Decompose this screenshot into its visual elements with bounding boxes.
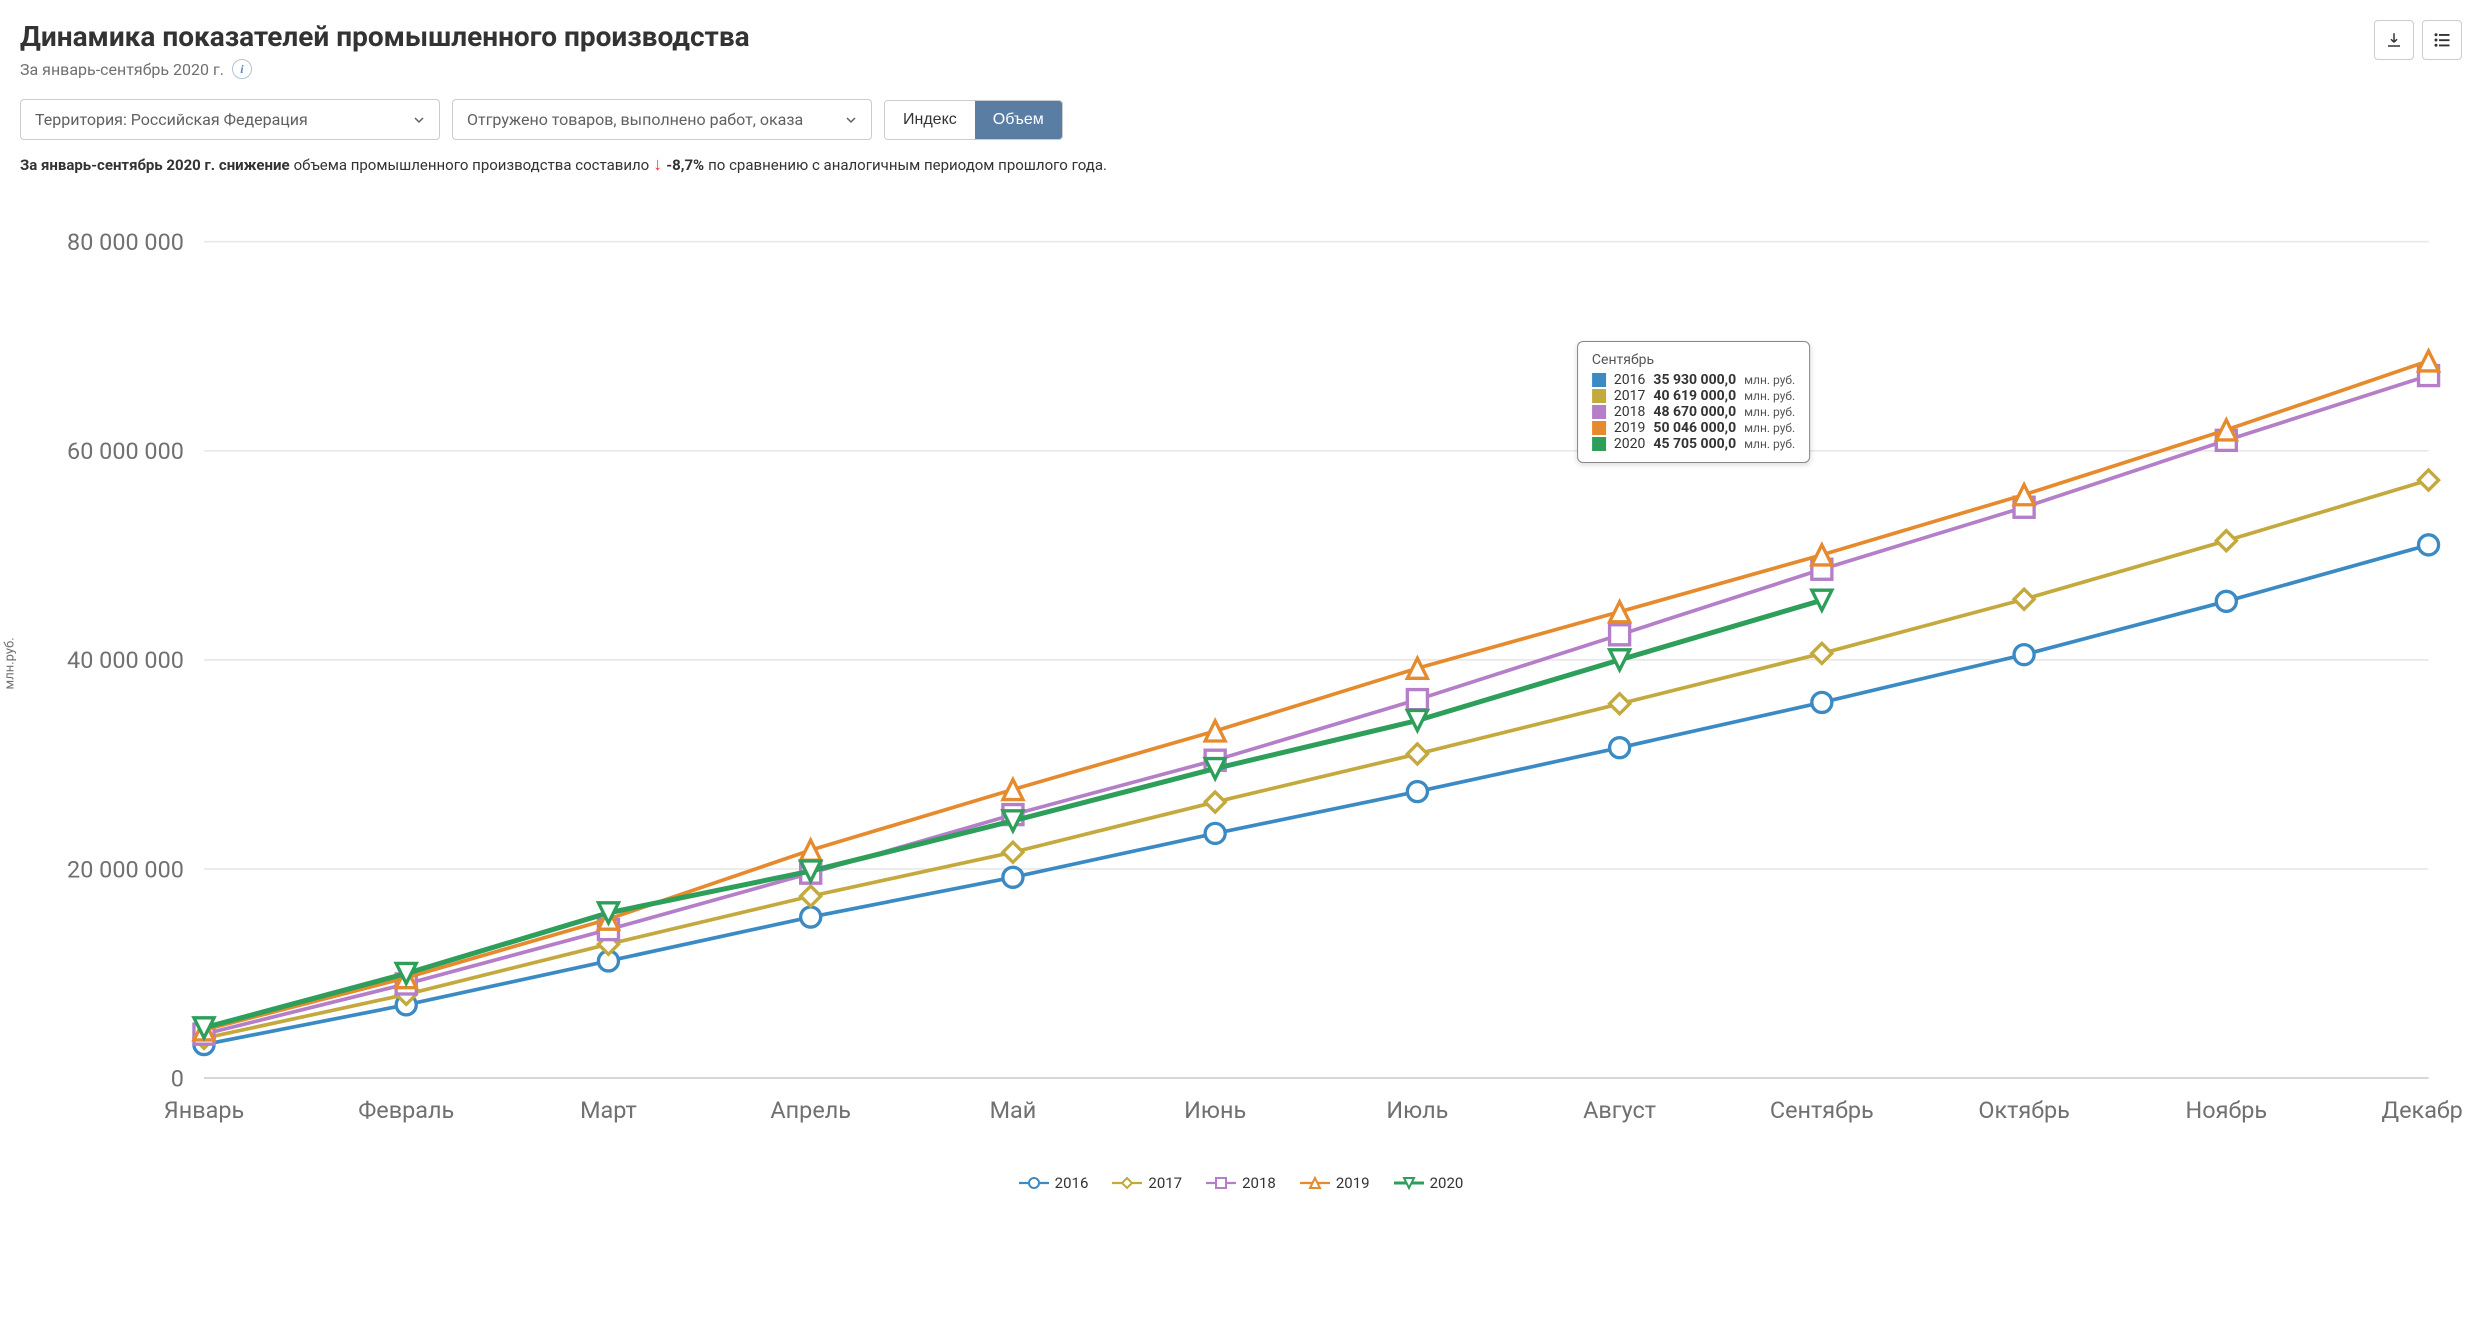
- svg-text:80 000 000: 80 000 000: [67, 228, 184, 256]
- download-icon: [2385, 31, 2403, 49]
- territory-dropdown[interactable]: Территория: Российская Федерация: [20, 99, 440, 140]
- svg-text:40 000 000: 40 000 000: [67, 646, 184, 674]
- svg-text:Ноябрь: Ноябрь: [2186, 1096, 2268, 1124]
- svg-text:Май: Май: [990, 1096, 1037, 1124]
- page-title: Динамика показателей промышленного произ…: [20, 20, 750, 53]
- toggle-index-button[interactable]: Индекс: [885, 101, 975, 139]
- legend-item-2020[interactable]: 2020: [1394, 1174, 1464, 1192]
- territory-label: Территория: Российская Федерация: [35, 110, 308, 129]
- svg-text:Апрель: Апрель: [770, 1096, 851, 1124]
- view-toggle: Индекс Объем: [884, 100, 1063, 140]
- metric-label: Отгружено товаров, выполнено работ, оказ…: [467, 110, 803, 129]
- svg-text:60 000 000: 60 000 000: [67, 437, 184, 465]
- svg-text:20 000 000: 20 000 000: [67, 855, 184, 883]
- legend-label: 2017: [1148, 1174, 1182, 1192]
- legend-item-2016[interactable]: 2016: [1019, 1174, 1089, 1192]
- legend-marker: [1019, 1175, 1049, 1191]
- legend-label: 2016: [1055, 1174, 1089, 1192]
- chart-legend: 2016 2017 2018 2019 2020: [20, 1174, 2462, 1192]
- svg-text:Июль: Июль: [1386, 1096, 1448, 1124]
- legend-marker: [1394, 1175, 1424, 1191]
- list-view-button[interactable]: [2422, 20, 2462, 60]
- chevron-down-icon: [413, 114, 425, 126]
- svg-text:0: 0: [171, 1064, 184, 1092]
- toggle-volume-button[interactable]: Объем: [975, 101, 1062, 139]
- list-icon: [2432, 31, 2452, 49]
- legend-marker: [1300, 1175, 1330, 1191]
- summary-prefix: За январь-сентябрь 2020 г. снижение: [20, 156, 290, 174]
- svg-text:Февраль: Февраль: [358, 1096, 454, 1124]
- legend-label: 2019: [1336, 1174, 1370, 1192]
- legend-item-2019[interactable]: 2019: [1300, 1174, 1370, 1192]
- svg-text:Март: Март: [580, 1096, 637, 1124]
- svg-text:Декабрь: Декабрь: [2382, 1096, 2462, 1124]
- metric-dropdown[interactable]: Отгружено товаров, выполнено работ, оказ…: [452, 99, 872, 140]
- chevron-down-icon: [845, 114, 857, 126]
- svg-text:Январь: Январь: [164, 1096, 244, 1124]
- summary-text: За январь-сентябрь 2020 г. снижение объе…: [20, 154, 2462, 175]
- svg-text:Октябрь: Октябрь: [1978, 1096, 2069, 1124]
- page-subtitle: За январь-сентябрь 2020 г.: [20, 60, 224, 79]
- download-button[interactable]: [2374, 20, 2414, 60]
- legend-label: 2020: [1430, 1174, 1464, 1192]
- svg-text:Август: Август: [1583, 1096, 1656, 1124]
- info-icon[interactable]: i: [232, 59, 252, 79]
- summary-mid: объема промышленного производства состав…: [294, 156, 650, 174]
- legend-item-2018[interactable]: 2018: [1206, 1174, 1276, 1192]
- summary-suffix: по сравнению с аналогичным периодом прош…: [708, 156, 1107, 174]
- svg-text:Сентябрь: Сентябрь: [1770, 1096, 1874, 1124]
- arrow-down-icon: ↓: [653, 154, 662, 175]
- summary-pct: -8,7%: [666, 156, 704, 174]
- legend-marker: [1112, 1175, 1142, 1191]
- legend-marker: [1206, 1175, 1236, 1191]
- y-axis-label: млн.руб.: [3, 638, 18, 690]
- legend-label: 2018: [1242, 1174, 1276, 1192]
- svg-text:Июнь: Июнь: [1184, 1096, 1246, 1124]
- line-chart[interactable]: 0 20 000 000 40 000 000 60 000 000 80 000 00…: [20, 225, 2462, 1162]
- chart-container: млн.руб. 020 000 00040 000 00060 000 000…: [20, 225, 2462, 1192]
- legend-item-2017[interactable]: 2017: [1112, 1174, 1182, 1192]
